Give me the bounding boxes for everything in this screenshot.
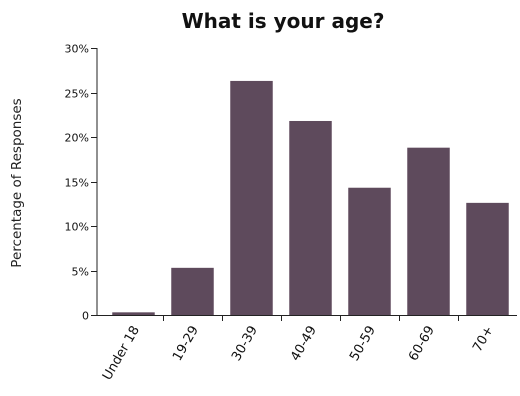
y-axis-label: Percentage of Responses bbox=[9, 98, 25, 267]
x-tick-label: 30-39 bbox=[229, 324, 261, 364]
y-tick-label: 20% bbox=[65, 132, 89, 145]
x-tick-label: 50-59 bbox=[347, 324, 379, 364]
chart-title: What is your age? bbox=[182, 9, 385, 33]
bar bbox=[230, 80, 273, 316]
bar bbox=[407, 147, 450, 315]
x-tick-label: 19-29 bbox=[170, 324, 202, 364]
y-tick-label: 30% bbox=[65, 43, 89, 56]
x-tick-label: Under 18 bbox=[100, 324, 143, 383]
bar bbox=[112, 312, 155, 315]
axes bbox=[96, 48, 517, 316]
bars bbox=[112, 80, 509, 316]
y-axis-ticks: 0 5% 10% 15% 20% 25% 30% bbox=[65, 43, 97, 323]
x-tick-label: 40-49 bbox=[288, 324, 320, 364]
y-tick-label: 0 bbox=[82, 310, 89, 323]
y-tick-label: 5% bbox=[72, 266, 89, 279]
y-tick-label: 15% bbox=[65, 177, 89, 190]
x-axis-ticks: Under 18 19-29 30-39 40-49 50-59 60-69 70+ bbox=[100, 315, 497, 383]
bar bbox=[289, 120, 332, 315]
y-tick-label: 10% bbox=[65, 221, 89, 234]
x-tick-label: 70+ bbox=[470, 324, 497, 355]
bar bbox=[466, 202, 509, 315]
x-tick-label: 60-69 bbox=[406, 324, 438, 364]
bar bbox=[348, 187, 391, 315]
bar bbox=[171, 267, 214, 315]
y-tick-label: 25% bbox=[65, 88, 89, 101]
